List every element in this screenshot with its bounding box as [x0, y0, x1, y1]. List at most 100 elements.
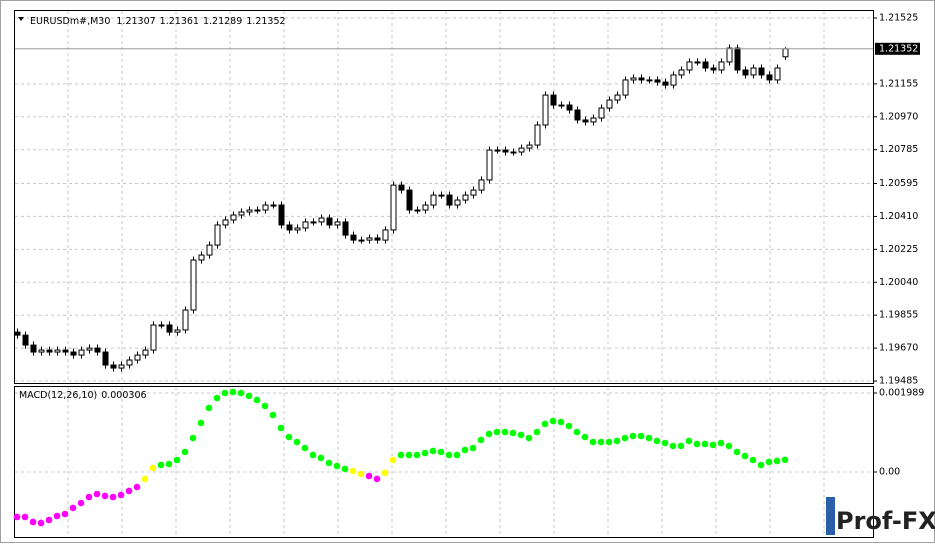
candle-body: [46, 349, 53, 353]
macd-dot: [757, 461, 765, 469]
header-high: 1.21361: [160, 16, 199, 27]
macd-dot: [213, 394, 221, 402]
macd-dot: [21, 513, 29, 521]
macd-dot: [157, 461, 165, 469]
candle-body: [646, 79, 653, 82]
candle-body: [438, 194, 445, 197]
candle-body: [558, 104, 565, 107]
candle-body: [606, 99, 613, 109]
candle-body: [638, 77, 645, 81]
price-pane: [14, 10, 874, 384]
y-tick-label: 1.20410: [879, 211, 918, 222]
macd-dot: [285, 433, 293, 441]
y-tick-label: 1.20970: [879, 111, 918, 122]
candle-body: [510, 151, 517, 154]
candle-body: [326, 217, 333, 226]
y-tick-label: 1.20785: [879, 144, 918, 155]
macd-dot: [381, 469, 389, 477]
macd-dot: [749, 456, 757, 464]
candle-body: [406, 189, 413, 211]
plot-layer: 1.21525 1.21155 1.20970 1.20785 1.20595 1.204…: [13, 13, 924, 527]
candle-body: [630, 77, 637, 81]
candle-body: [550, 94, 557, 106]
candle-body: [582, 119, 589, 123]
macd-dot: [125, 487, 133, 495]
candle-body: [374, 237, 381, 241]
candle-body: [302, 221, 309, 229]
header-open: 1.21307: [116, 16, 155, 27]
candle-body: [622, 79, 629, 96]
macd-dot: [277, 424, 285, 432]
macd-dot: [373, 475, 381, 483]
candle-body: [734, 47, 741, 71]
candle-body: [78, 349, 85, 356]
macd-dot: [533, 428, 541, 436]
candle-body: [142, 349, 149, 356]
candle-body: [574, 109, 581, 121]
macd-dot: [53, 512, 61, 520]
macd-dot: [773, 457, 781, 465]
candle-body: [614, 94, 621, 101]
macd-dot: [437, 448, 445, 456]
candle-body: [214, 224, 221, 246]
macd-dot: [589, 438, 597, 446]
candle-body: [422, 204, 429, 211]
macd-dot: [581, 433, 589, 441]
candle-body: [270, 204, 277, 207]
candle-body: [166, 324, 173, 333]
candle-body: [662, 81, 669, 86]
macd-dot: [525, 434, 533, 442]
candle-body: [710, 67, 717, 71]
header-low: 1.21289: [203, 16, 242, 27]
macd-dot: [501, 428, 509, 436]
candle-body: [542, 94, 549, 126]
candle-body: [726, 47, 733, 63]
candle-body: [278, 204, 285, 226]
macd-dot: [77, 499, 85, 507]
macd-dot: [717, 439, 725, 447]
candle-body: [534, 124, 541, 146]
y-tick-label: 1.20595: [879, 178, 918, 189]
macd-dot: [445, 451, 453, 459]
macd-dot: [541, 420, 549, 428]
macd-dot: [677, 442, 685, 450]
macd-title: MACD(12,26,10): [19, 390, 97, 401]
macd-dot: [165, 460, 173, 468]
macd-dot: [261, 402, 269, 410]
candle-body: [22, 334, 29, 346]
macd-dot: [301, 444, 309, 452]
candle-body: [718, 61, 725, 71]
macd-dot: [389, 456, 397, 464]
macd-dot: [733, 448, 741, 456]
macd-dot: [701, 440, 709, 448]
candle-body: [174, 329, 181, 333]
candle-body: [94, 347, 101, 353]
candle-body: [358, 239, 365, 242]
macd-dot: [397, 451, 405, 459]
macd-dot: [453, 451, 461, 459]
candle-body: [486, 149, 493, 181]
symbol: EURUSDm#,M30: [30, 16, 110, 27]
macd-dot: [741, 452, 749, 460]
candle-body: [366, 237, 373, 241]
candle-body: [382, 229, 389, 241]
macd-dot: [117, 491, 125, 499]
candle-body: [30, 344, 37, 353]
candle-body: [390, 184, 397, 231]
macd-dot: [181, 448, 189, 456]
candle-body: [182, 309, 189, 331]
candle-body: [198, 254, 205, 261]
candle-body: [262, 204, 269, 211]
macd-dot: [333, 462, 341, 470]
macd-dot: [405, 451, 413, 459]
macd-dot: [357, 470, 365, 478]
candle-body: [470, 189, 477, 196]
candle-body: [294, 227, 301, 231]
macd-dot: [325, 459, 333, 467]
candle-body: [430, 194, 437, 206]
candle-body: [102, 351, 109, 366]
watermark: Prof-FX: [836, 507, 935, 535]
candle-body: [566, 104, 573, 111]
candle-body: [334, 221, 341, 226]
macd-dot: [205, 404, 213, 412]
